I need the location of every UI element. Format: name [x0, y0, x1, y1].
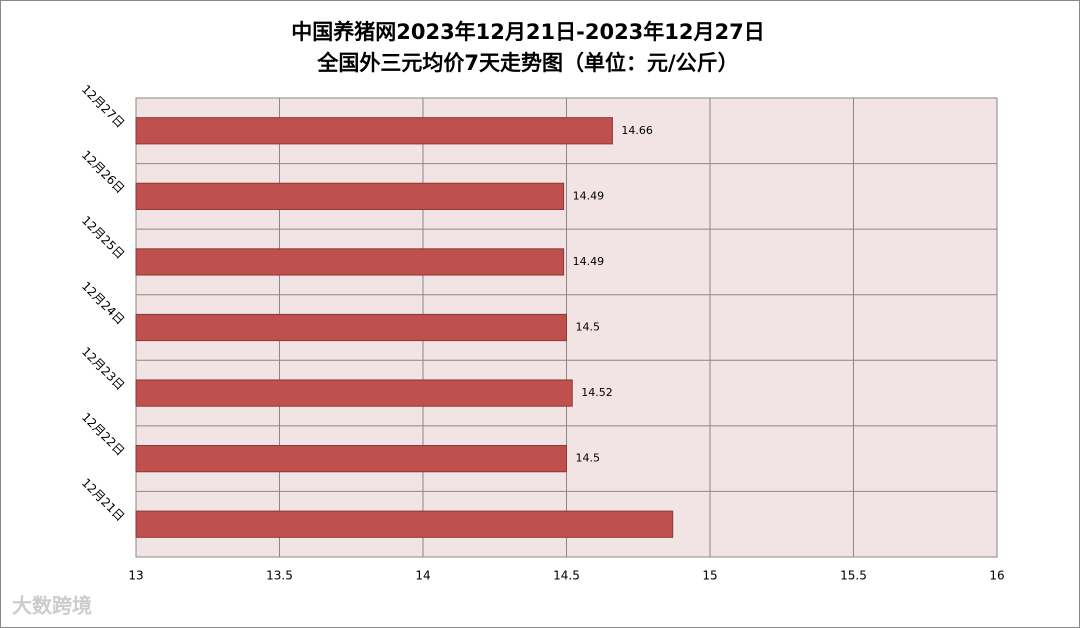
bar	[135, 379, 573, 407]
bar	[135, 117, 613, 145]
bar	[135, 248, 565, 276]
x-tick-label: 16	[989, 569, 1004, 583]
data-label: 14.49	[573, 189, 605, 202]
x-tick-label: 13.5	[266, 569, 293, 583]
x-tick-label: 15.5	[840, 569, 867, 583]
data-label: 14.5	[576, 321, 601, 334]
bar	[135, 182, 565, 210]
x-tick-label: 14.5	[553, 569, 580, 583]
data-label: 14.52	[581, 386, 613, 399]
watermark: 大数跨境	[12, 594, 92, 618]
chart-title: 中国养猪网2023年12月21日-2023年12月27日	[291, 20, 765, 44]
bar	[135, 445, 567, 473]
x-tick-label: 15	[702, 569, 717, 583]
data-label: 14.66	[621, 124, 653, 137]
x-tick-label: 14	[415, 569, 430, 583]
x-tick-label: 13	[128, 569, 143, 583]
bar	[135, 313, 567, 342]
chart-subtitle: 全国外三元均价7天走势图（单位：元/公斤）	[316, 51, 738, 75]
bar	[135, 510, 674, 538]
data-label: 14.5	[576, 452, 601, 465]
data-label: 14.49	[573, 255, 605, 268]
